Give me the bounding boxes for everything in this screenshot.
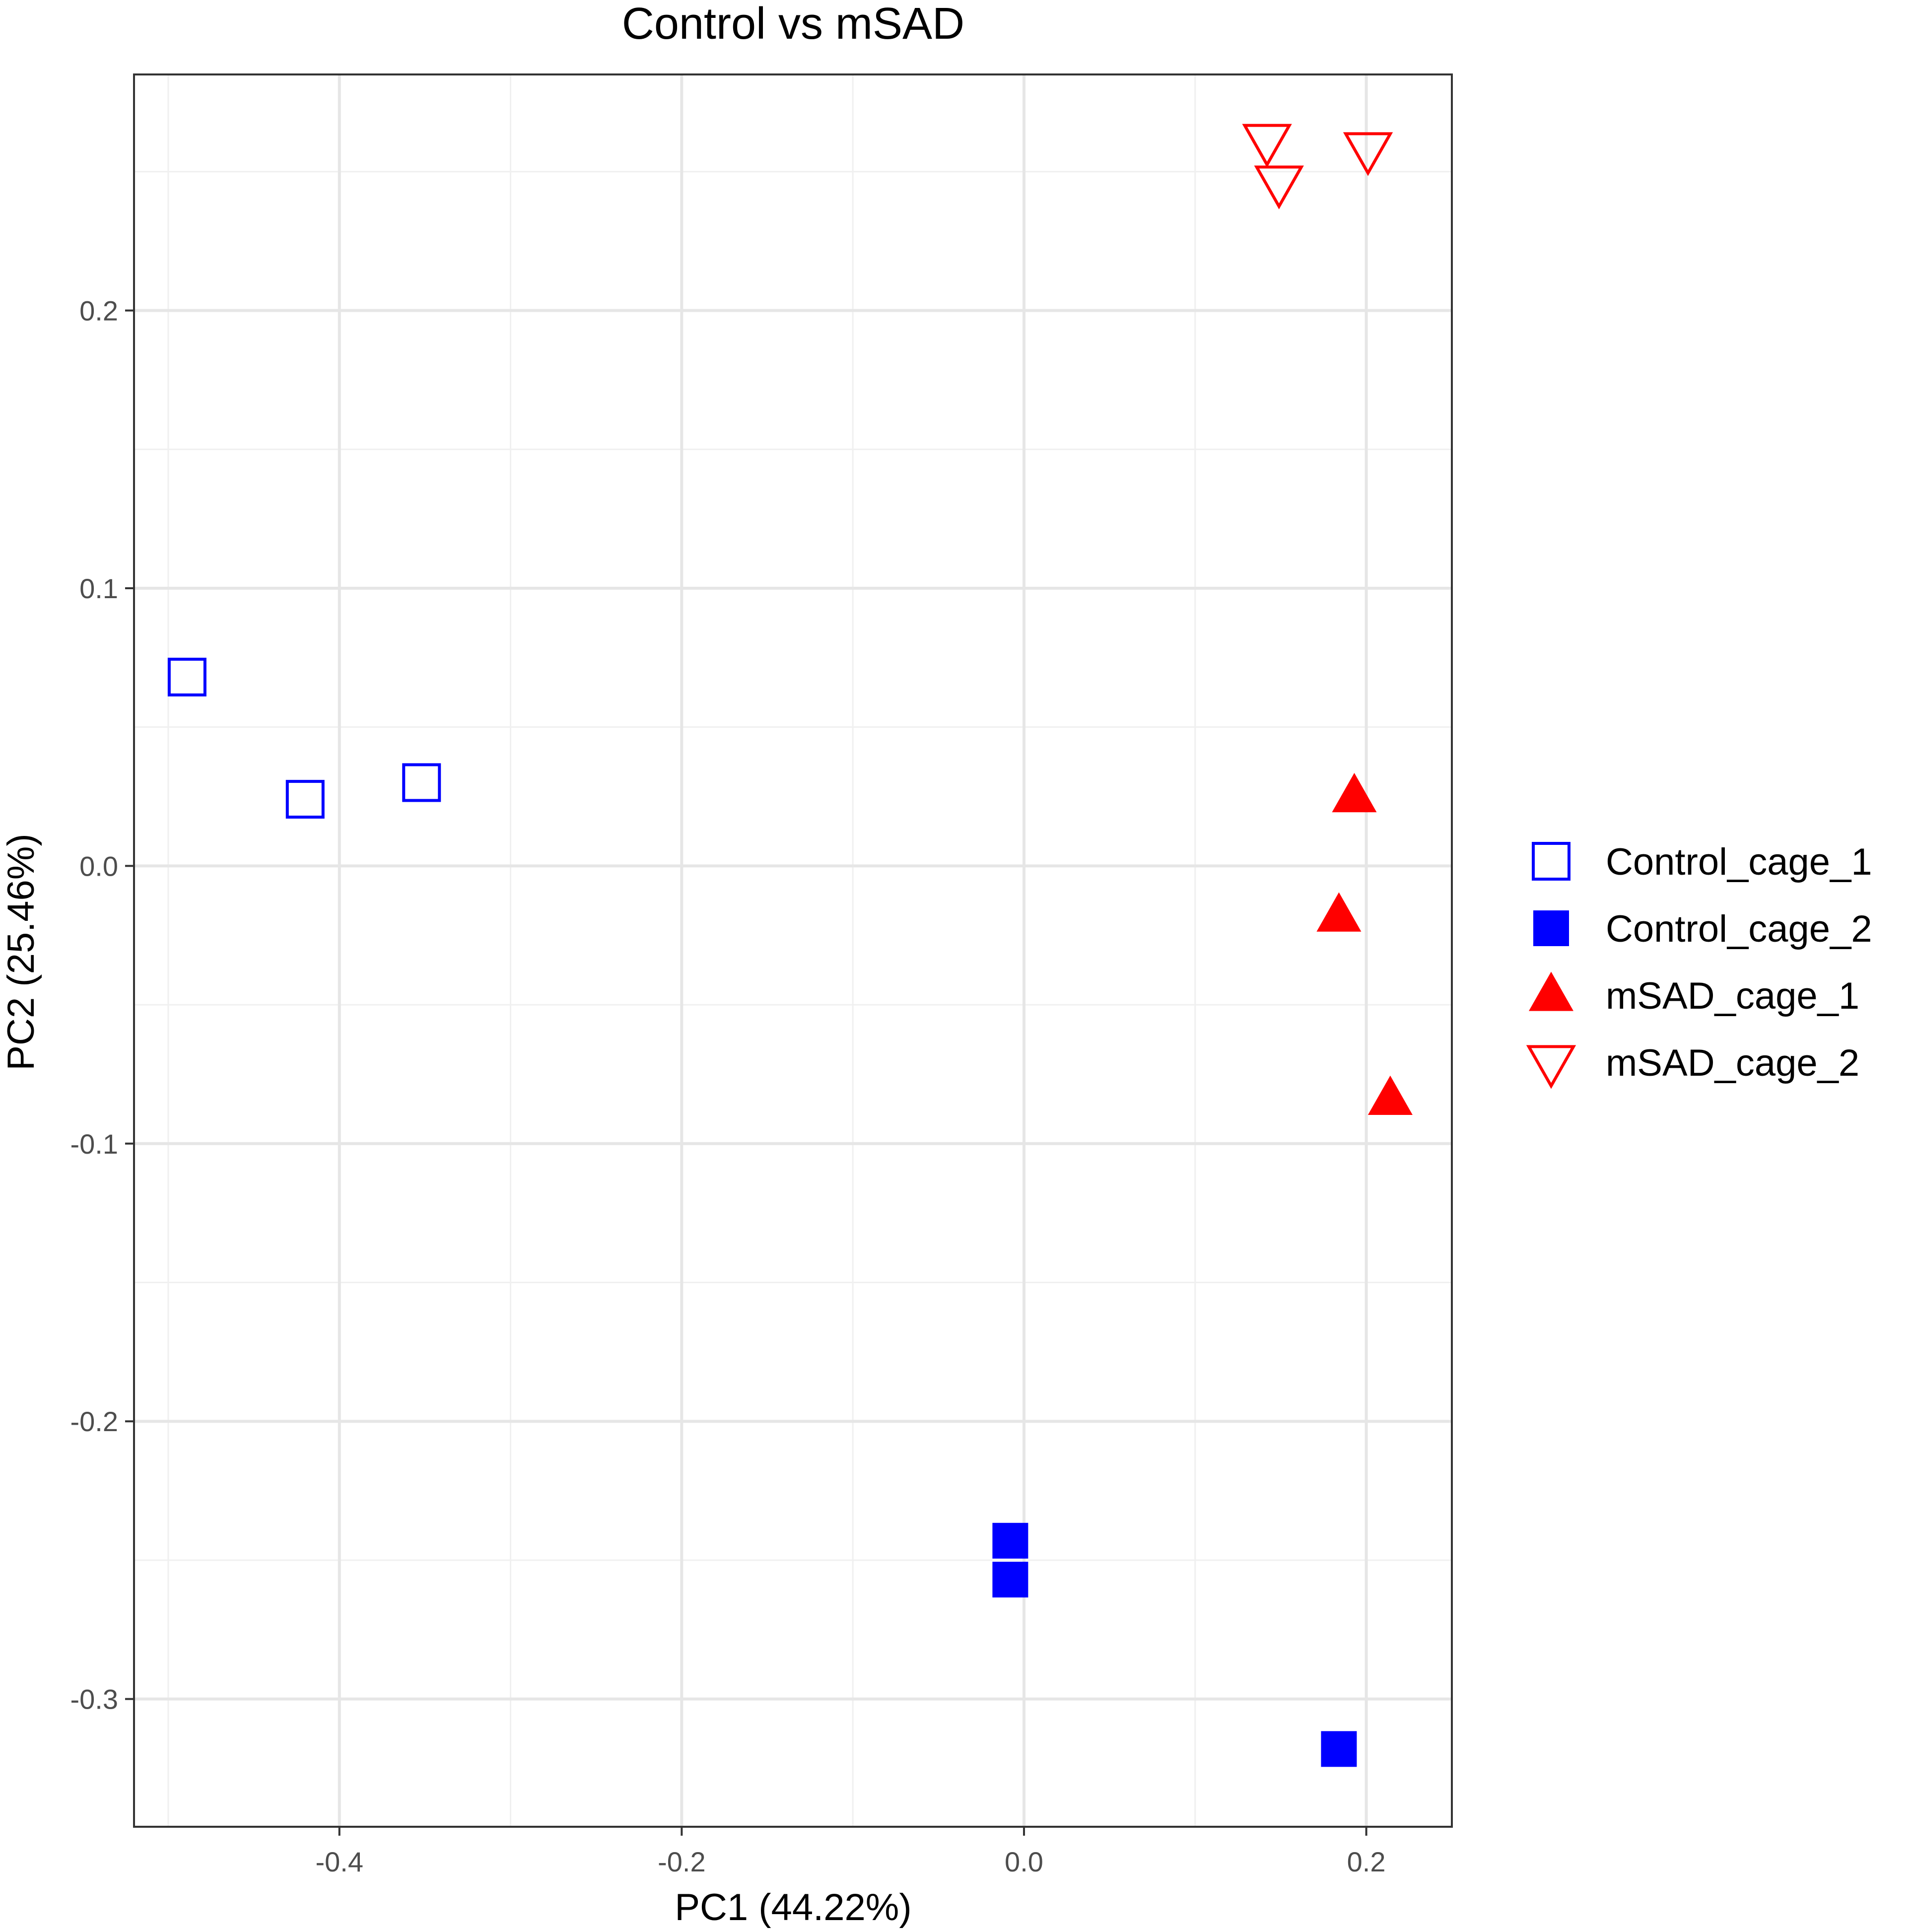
plot-panel-border xyxy=(133,73,1453,1828)
x-tick-label: -0.2 xyxy=(658,1846,706,1877)
legend-label: mSAD_cage_2 xyxy=(1606,1042,1859,1084)
legend: Control_cage_1 Control_cage_2 mSAD_cage_1m… xyxy=(1526,841,1872,1089)
data-point-msad-cage-1 xyxy=(1332,772,1377,813)
legend-label: mSAD_cage_1 xyxy=(1606,975,1859,1017)
data-point-control-cage-2 xyxy=(992,1562,1028,1598)
x-tick-label: -0.4 xyxy=(316,1846,364,1877)
axis-ticks: -0.4 -0.2 0.0 0.2 -0.3 -0.2 -0.1 0.0 0.1 0.2 xyxy=(70,295,1386,1877)
y-tick-label: 0.1 xyxy=(79,573,118,604)
x-axis-title: PC1 (44.22%) xyxy=(675,1886,911,1929)
y-axis-title: PC2 (25.46%) xyxy=(0,833,42,1070)
data-point-msad-cage-2 xyxy=(1254,165,1304,209)
data-point-control-cage-1 xyxy=(402,763,441,802)
legend-key-msad-cage-2 xyxy=(1526,1045,1576,1089)
legend-label: Control_cage_2 xyxy=(1606,908,1872,950)
legend-key-control-cage-1 xyxy=(1532,842,1570,881)
x-tick-label: 0.0 xyxy=(1005,1846,1043,1877)
y-tick-label: -0.2 xyxy=(70,1406,119,1437)
legend-label: Control_cage_1 xyxy=(1606,841,1872,883)
data-point-msad-cage-1 xyxy=(1316,892,1362,932)
data-point-control-cage-1 xyxy=(285,780,325,819)
legend-key-msad-cage-1 xyxy=(1529,971,1573,1011)
x-tick-label: 0.2 xyxy=(1347,1846,1386,1877)
data-point-control-cage-2 xyxy=(992,1522,1028,1559)
data-point-msad-cage-1 xyxy=(1367,1075,1413,1115)
data-point-control-cage-2 xyxy=(1321,1731,1357,1767)
data-point-msad-cage-2 xyxy=(1242,124,1292,168)
data-point-control-cage-1 xyxy=(167,657,206,696)
data-point-msad-cage-2 xyxy=(1343,132,1393,176)
data-points xyxy=(167,124,1413,1767)
chart-title: Control vs mSAD xyxy=(622,0,964,49)
y-tick-label: -0.1 xyxy=(70,1128,119,1160)
y-tick-label: 0.2 xyxy=(79,295,118,327)
y-tick-label: -0.3 xyxy=(70,1684,119,1715)
legend-key-control-cage-2 xyxy=(1533,910,1569,946)
y-tick-label: 0.0 xyxy=(79,850,118,882)
